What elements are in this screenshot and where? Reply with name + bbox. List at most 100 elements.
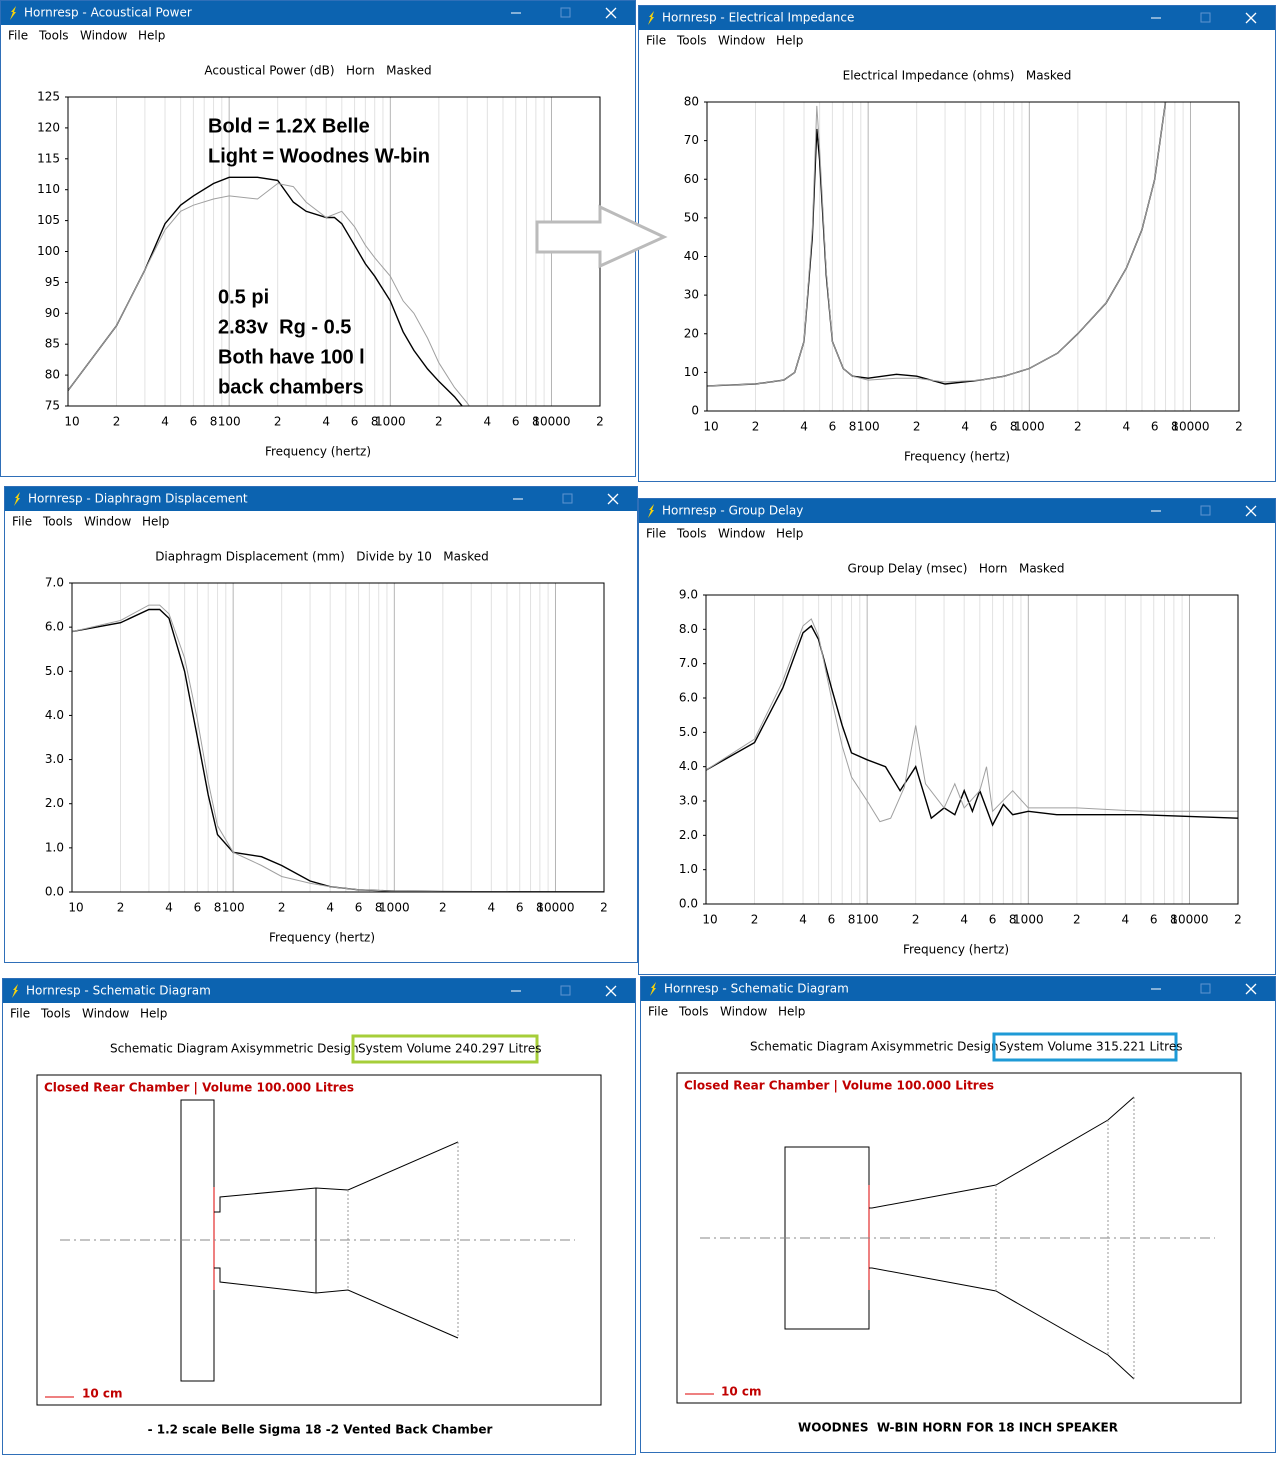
x-tick-label: 4	[1123, 420, 1131, 434]
y-tick-label: 7.0	[679, 656, 698, 670]
app-icon	[648, 11, 654, 25]
window: Hornresp - Electrical Impedance File Tools…	[638, 5, 1276, 482]
menu-item[interactable]: File	[8, 29, 28, 43]
chart: Electrical Impedance (ohms) Masked Freque…	[684, 69, 1243, 464]
x-tick-label: 6	[512, 415, 520, 429]
menu-item[interactable]: Help	[140, 1007, 167, 1021]
menu-item[interactable]: Window	[718, 527, 766, 541]
caption: WOODNES W-BIN HORN FOR 18 INCH SPEAKER	[798, 1421, 1118, 1435]
close-button[interactable]	[605, 985, 617, 997]
x-tick-label: 6	[190, 415, 198, 429]
y-tick-label: 2.0	[45, 796, 64, 810]
menu-item[interactable]: Help	[142, 515, 169, 529]
close-button[interactable]	[1245, 983, 1257, 995]
menu-item[interactable]: Tools	[38, 29, 69, 43]
menu-item[interactable]: File	[648, 1005, 668, 1019]
scale-label: 10 cm	[82, 1387, 123, 1401]
y-tick-label: 0	[691, 404, 699, 418]
x-tick-label: 10	[703, 420, 718, 434]
plot-frame	[706, 101, 1240, 412]
x-tick-label: 4	[799, 913, 807, 927]
schematic-label: Axisymmetric Design	[871, 1040, 999, 1054]
window-title: Hornresp - Schematic Diagram	[26, 984, 211, 998]
maximize-button[interactable]	[562, 493, 573, 504]
close-button[interactable]	[605, 7, 617, 19]
y-tick-label: 30	[684, 288, 699, 302]
series-line	[706, 618, 1238, 823]
schematic-label: Axisymmetric Design	[231, 1042, 359, 1056]
volume-highlight	[351, 1034, 539, 1064]
x-tick-label: 6	[351, 415, 359, 429]
window-title: Hornresp - Group Delay	[662, 504, 803, 518]
y-tick-label: 6.0	[679, 691, 698, 705]
menu-item[interactable]: Help	[778, 1005, 805, 1019]
window: Hornresp - Schematic Diagram File Tools Win…	[2, 978, 636, 1455]
menu-item[interactable]: Window	[82, 1007, 130, 1021]
maximize-button[interactable]	[1200, 983, 1211, 994]
horn-wall	[214, 1141, 459, 1213]
x-tick-label: 2	[435, 415, 443, 429]
menu-item[interactable]: Window	[80, 29, 128, 43]
scale-label: 10 cm	[721, 1385, 762, 1399]
window-title: Hornresp - Electrical Impedance	[662, 11, 854, 25]
menu-item[interactable]: Window	[720, 1005, 768, 1019]
x-tick-label: 100	[218, 415, 241, 429]
menu-item[interactable]: Window	[718, 34, 766, 48]
menu-item[interactable]: Window	[84, 515, 132, 529]
window-frame	[638, 5, 1276, 482]
menu-item[interactable]: File	[646, 527, 666, 541]
y-tick-label: 115	[37, 151, 60, 165]
x-tick-label: 4	[165, 901, 173, 915]
x-tick-label: 2	[278, 901, 286, 915]
x-tick-label: 2	[113, 415, 121, 429]
menu-item[interactable]: Tools	[676, 34, 707, 48]
maximize-button[interactable]	[560, 7, 571, 18]
window-title: Hornresp - Diaphragm Displacement	[28, 492, 248, 506]
menu-item[interactable]: Tools	[678, 1005, 709, 1019]
x-tick-label: 100	[222, 901, 245, 915]
maximize-button[interactable]	[1200, 12, 1211, 23]
menu-item[interactable]: Help	[776, 34, 803, 48]
menu-item[interactable]: Help	[776, 527, 803, 541]
y-tick-label: 70	[684, 133, 699, 147]
x-tick-label: 4	[484, 415, 492, 429]
window-frame	[638, 498, 1276, 975]
x-tick-label: 10000	[532, 415, 570, 429]
title-bar	[641, 977, 1275, 1001]
y-tick-label: 5.0	[679, 725, 698, 739]
y-tick-label: 2.0	[679, 828, 698, 842]
app-icon	[650, 982, 656, 996]
x-tick-label: 4	[960, 913, 968, 927]
y-tick-label: 95	[45, 275, 60, 289]
y-tick-label: 9.0	[679, 588, 698, 602]
menu-item[interactable]: Tools	[42, 515, 73, 529]
window-title: Hornresp - Schematic Diagram	[664, 982, 849, 996]
window-frame	[0, 0, 636, 477]
maximize-button[interactable]	[560, 985, 571, 996]
menu-item[interactable]: File	[10, 1007, 30, 1021]
x-tick-label: 8	[214, 901, 222, 915]
y-tick-label: 1.0	[679, 862, 698, 876]
close-button[interactable]	[607, 493, 619, 505]
maximize-button[interactable]	[1200, 505, 1211, 516]
x-tick-label: 2	[1073, 913, 1081, 927]
window-title: Hornresp - Acoustical Power	[24, 6, 192, 20]
y-tick-label: 60	[684, 172, 699, 186]
x-tick-label: 8	[1171, 420, 1179, 434]
menu-item[interactable]: File	[12, 515, 32, 529]
close-button[interactable]	[1245, 12, 1257, 24]
y-tick-label: 3.0	[45, 752, 64, 766]
x-tick-label: 10000	[536, 901, 574, 915]
title-bar	[5, 487, 637, 511]
menu-item[interactable]: File	[646, 34, 666, 48]
app-icon	[648, 504, 654, 518]
menu-item[interactable]: Help	[138, 29, 165, 43]
window-frame	[2, 978, 636, 1455]
y-tick-label: 6.0	[45, 620, 64, 634]
chart-title: Electrical Impedance (ohms) Masked	[843, 69, 1072, 83]
menu-item[interactable]: Tools	[676, 527, 707, 541]
x-tick-label: 8	[1009, 913, 1017, 927]
menu-item[interactable]: Tools	[40, 1007, 71, 1021]
close-button[interactable]	[1245, 505, 1257, 517]
